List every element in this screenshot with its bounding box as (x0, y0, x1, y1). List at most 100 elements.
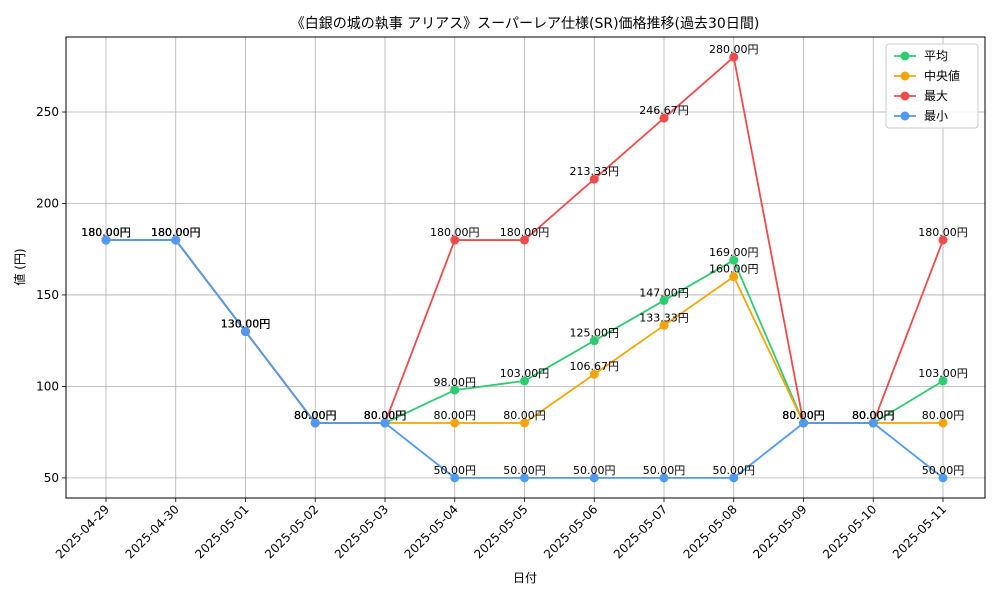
data-label: 80.00円 (434, 409, 477, 422)
x-tick-label: 2025-05-04 (402, 502, 461, 561)
data-point (101, 235, 111, 245)
data-label: 180.00円 (81, 226, 131, 239)
legend-marker (900, 51, 910, 61)
y-axis-title: 値 (円) (12, 248, 27, 285)
data-label: 80.00円 (852, 409, 895, 422)
data-point (589, 336, 599, 346)
data-point (171, 235, 181, 245)
x-tick-label: 2025-05-11 (890, 502, 949, 561)
data-label: 80.00円 (294, 409, 337, 422)
y-tick-label: 200 (36, 196, 59, 210)
data-label: 180.00円 (151, 226, 201, 239)
data-label: 80.00円 (782, 409, 825, 422)
data-label: 213.33円 (570, 165, 620, 178)
x-axis-title: 日付 (513, 571, 537, 585)
data-label: 80.00円 (852, 409, 895, 422)
data-point (241, 327, 250, 337)
data-label: 180.00円 (81, 226, 131, 239)
x-tick-label: 2025-05-01 (192, 502, 251, 561)
x-tick-label: 2025-05-07 (611, 502, 670, 561)
data-label: 180.00円 (81, 226, 131, 239)
data-label: 50.00円 (573, 464, 616, 477)
data-label: 130.00円 (221, 318, 271, 331)
data-label: 80.00円 (364, 409, 407, 422)
data-label: 106.67円 (570, 360, 620, 373)
legend-label: 平均 (924, 49, 948, 63)
data-label: 133.33円 (639, 311, 689, 324)
data-label: 50.00円 (922, 464, 965, 477)
grid-layer (66, 37, 985, 498)
data-point (729, 272, 739, 282)
legend-label: 最大 (924, 89, 948, 103)
x-tick-label: 2025-05-09 (750, 502, 809, 561)
data-point (938, 473, 948, 483)
data-label: 80.00円 (782, 409, 825, 422)
data-point (450, 473, 460, 483)
data-point (868, 418, 878, 428)
data-point (520, 473, 529, 483)
data-point (659, 295, 669, 305)
data-label: 80.00円 (294, 409, 337, 422)
data-point (938, 418, 948, 428)
y-tick-label: 50 (44, 471, 59, 485)
data-point (589, 369, 599, 379)
data-point (380, 418, 390, 428)
data-label: 246.67円 (639, 104, 689, 117)
data-point (520, 376, 529, 386)
data-point (589, 174, 599, 184)
data-point (450, 418, 460, 428)
data-label: 169.00円 (709, 246, 759, 259)
data-point (729, 473, 739, 483)
legend-label: 中央値 (924, 68, 960, 83)
data-label: 130.00円 (221, 318, 271, 331)
data-point (520, 418, 529, 428)
data-label: 130.00円 (221, 318, 271, 331)
legend-marker (900, 71, 910, 81)
data-label: 180.00円 (430, 226, 480, 239)
data-label: 103.00円 (500, 367, 550, 380)
x-tick-label: 2025-05-05 (471, 502, 530, 561)
data-point (729, 52, 739, 62)
y-tick-label: 250 (36, 105, 59, 119)
data-label: 180.00円 (151, 226, 201, 239)
data-label: 125.00円 (570, 327, 620, 340)
data-point (729, 255, 739, 265)
data-point (450, 235, 460, 245)
data-label: 103.00円 (918, 367, 968, 380)
data-label: 80.00円 (922, 409, 965, 422)
data-label: 180.00円 (151, 226, 201, 239)
legend-box (885, 43, 979, 129)
y-tick-label: 100 (36, 379, 59, 393)
data-labels-layer: 180.00円 180.00円 130.00円 80.00円 80.00円 98.00円 1… (81, 43, 968, 477)
data-label: 180.00円 (500, 226, 550, 239)
data-point (450, 385, 460, 395)
data-point (938, 376, 948, 386)
data-label: 80.00円 (294, 409, 337, 422)
data-label: 180.00円 (81, 226, 131, 239)
x-tick-label: 2025-05-03 (332, 502, 391, 561)
legend-marker (900, 111, 910, 121)
data-label: 50.00円 (503, 464, 546, 477)
chart-title: 《白銀の城の執事 アリアス》スーパーレア仕様(SR)価格推移(過去30日間) (291, 16, 760, 32)
x-tick-label: 2025-05-02 (262, 502, 321, 561)
data-label: 50.00円 (713, 464, 756, 477)
data-label: 80.00円 (364, 409, 407, 422)
data-label: 147.00円 (639, 286, 689, 299)
data-label: 130.00円 (221, 318, 271, 331)
plot-frame (65, 36, 986, 499)
data-point (520, 235, 529, 245)
series-layer (101, 52, 948, 483)
legend-marker (900, 91, 910, 101)
data-label: 80.00円 (364, 409, 407, 422)
data-label: 80.00円 (782, 409, 825, 422)
data-point (659, 113, 669, 123)
legend-label: 最小 (924, 109, 948, 123)
x-tick-label: 2025-04-30 (123, 502, 182, 561)
data-point (659, 473, 669, 483)
axes-layer: 2025-04-29 2025-04-30 2025-05-01 2025-05-02… (36, 36, 986, 561)
y-tick-label: 150 (36, 288, 59, 302)
x-tick-label: 2025-05-06 (541, 502, 600, 561)
data-label: 50.00円 (434, 464, 477, 477)
